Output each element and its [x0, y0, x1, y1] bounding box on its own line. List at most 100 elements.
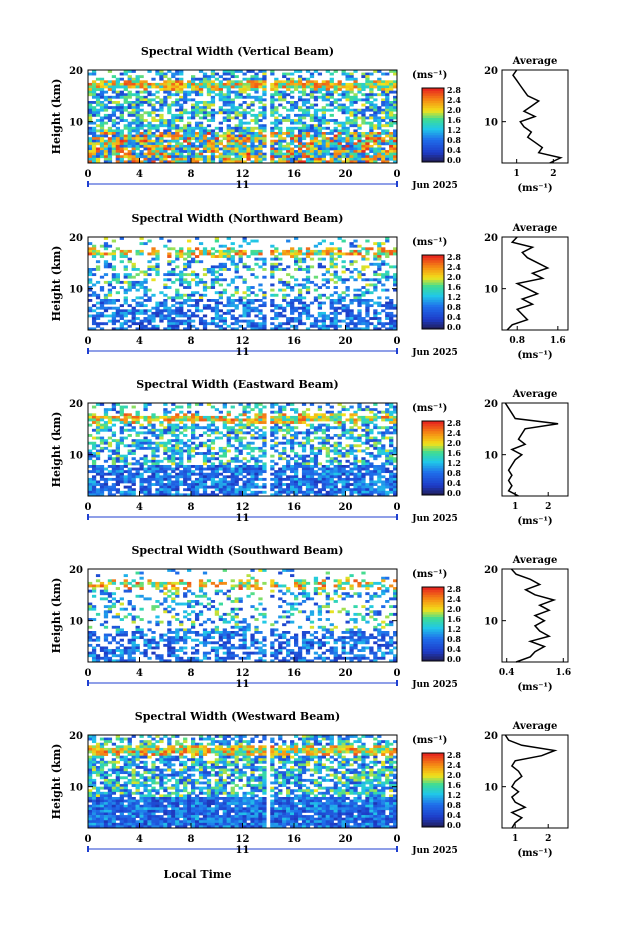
heatmap-cell [243, 419, 247, 422]
heatmap-cell [389, 315, 393, 318]
heatmap-cell [132, 93, 136, 96]
heatmap-cell [373, 278, 377, 281]
heatmap-cell [195, 486, 199, 489]
heatmap-cell [258, 416, 262, 419]
heatmap-cell [361, 117, 365, 120]
heatmap-cell [155, 145, 159, 148]
heatmap-cell [227, 470, 231, 473]
heatmap-cell [342, 73, 346, 76]
heatmap-cell [155, 150, 159, 153]
heatmap-cell [163, 273, 167, 276]
heatmap-cell [207, 271, 211, 274]
heatmap-cell [246, 452, 250, 455]
heatmap-cell [116, 455, 120, 458]
heatmap-cell [290, 442, 294, 445]
heatmap-cell [286, 127, 290, 130]
heatmap-cell [231, 302, 235, 305]
x-tick-label: 4 [136, 336, 143, 347]
heatmap-cell [361, 258, 365, 261]
heatmap-cell [120, 437, 124, 440]
heatmap-cell [227, 421, 231, 424]
heatmap-cell [377, 148, 381, 151]
heatmap-cell [322, 106, 326, 109]
heatmap-cell [342, 421, 346, 424]
heatmap-cell [100, 117, 104, 120]
heatmap-cell [298, 296, 302, 299]
heatmap-cell [120, 465, 124, 468]
heatmap-cell [147, 93, 151, 96]
heatmap-cell [167, 478, 171, 481]
heatmap-cell [155, 119, 159, 122]
heatmap-cell [246, 129, 250, 132]
heatmap-cell [219, 91, 223, 94]
heatmap-cell [239, 315, 243, 318]
heatmap-cell [334, 312, 338, 315]
heatmap-cell [318, 73, 322, 76]
heatmap-cell [282, 421, 286, 424]
heatmap-cell [346, 127, 350, 130]
heatmap-cell [353, 444, 357, 447]
heatmap-cell [274, 265, 278, 268]
heatmap-cell [203, 75, 207, 78]
heatmap-cell [389, 450, 393, 453]
heatmap-cell [298, 91, 302, 94]
heatmap-cell [171, 148, 175, 151]
x-tick-label: 16 [287, 169, 301, 180]
heatmap-cell [294, 155, 298, 158]
heatmap-cell [373, 416, 377, 419]
heatmap-cell [175, 114, 179, 117]
heatmap-cell [385, 413, 389, 416]
heatmap-cell [250, 434, 254, 437]
heatmap-cell [108, 117, 112, 120]
heatmap-cell [361, 142, 365, 145]
heatmap-cell [282, 284, 286, 287]
heatmap-cell [159, 106, 163, 109]
heatmap-cell [318, 86, 322, 89]
heatmap-cell [183, 320, 187, 323]
heatmap-cell [211, 135, 215, 138]
heatmap-cell [191, 145, 195, 148]
heatmap-cell [187, 93, 191, 96]
heatmap-cell [373, 242, 377, 245]
heatmap-cell [322, 439, 326, 442]
heatmap-cell [195, 124, 199, 127]
heatmap-cell [199, 111, 203, 114]
heatmap-cell [219, 158, 223, 161]
heatmap-cell [155, 265, 159, 268]
heatmap-cell [385, 315, 389, 318]
heatmap-cell [96, 296, 100, 299]
heatmap-cell [377, 111, 381, 114]
heatmap-cell [254, 465, 258, 468]
heatmap-cell [274, 307, 278, 310]
heatmap-cell [243, 96, 247, 99]
heatmap-cell [338, 294, 342, 297]
heatmap-cell [128, 468, 132, 471]
heatmap-cell [147, 483, 151, 486]
heatmap-cell [357, 127, 361, 130]
heatmap-cell [207, 129, 211, 132]
heatmap-cell [258, 150, 262, 153]
heatmap-cell [227, 304, 231, 307]
heatmap-cell [136, 322, 140, 325]
heatmap-cell [302, 153, 306, 156]
heatmap-cell [215, 86, 219, 89]
heatmap-cell [100, 276, 104, 279]
heatmap-cell [373, 153, 377, 156]
heatmap-cell [377, 268, 381, 271]
heatmap-cell [377, 250, 381, 253]
heatmap-cell [286, 429, 290, 432]
heatmap-cell [326, 434, 330, 437]
heatmap-cell [306, 437, 310, 440]
heatmap-cell [88, 299, 92, 302]
heatmap-cell [187, 315, 191, 318]
heatmap-cell [385, 101, 389, 104]
heatmap-cell [143, 91, 147, 94]
heatmap-cell [385, 452, 389, 455]
heatmap-cell [290, 101, 294, 104]
x-tick-label: 16 [287, 336, 301, 347]
heatmap-cell [199, 320, 203, 323]
heatmap-cell [179, 111, 183, 114]
heatmap-cell [92, 294, 96, 297]
heatmap-cell [155, 462, 159, 465]
heatmap-cell [353, 109, 357, 112]
